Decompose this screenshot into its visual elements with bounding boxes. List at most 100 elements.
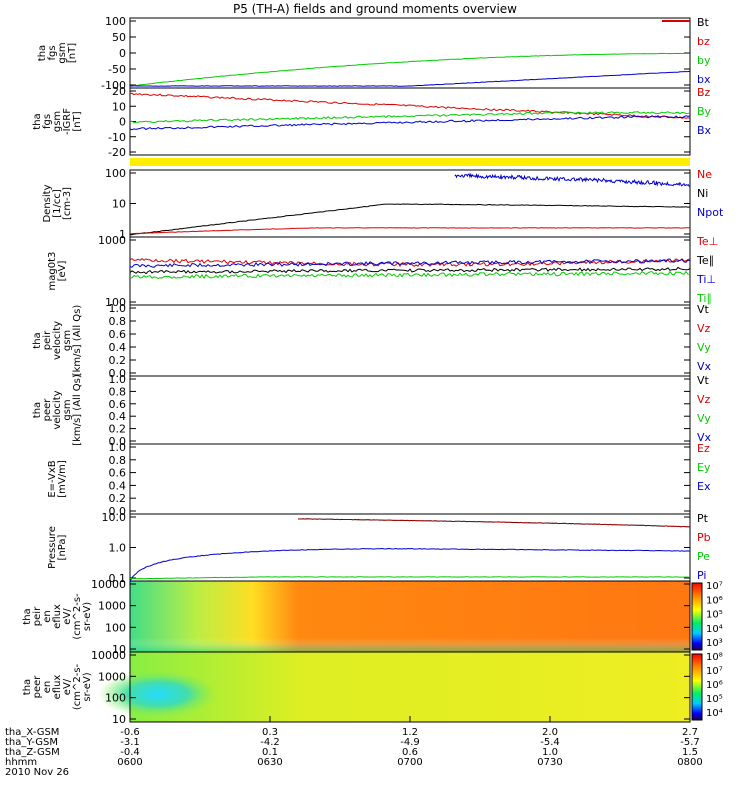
legend-entry: Vy: [697, 412, 711, 425]
y-tick-label: 0.0: [109, 435, 127, 448]
panel-frame-4: [129, 236, 691, 306]
colorbar-label: 10⁴: [706, 624, 723, 635]
y-axis-label: tha: [37, 45, 48, 61]
y-tick-label: 10: [112, 643, 126, 656]
y-tick-label: 0.2: [109, 354, 127, 367]
y-axis-label: tha: [22, 679, 33, 695]
series-Pb: [297, 518, 691, 528]
y-tick-label: 0.4: [109, 341, 127, 354]
series-Pe: [129, 576, 690, 580]
legend-entry: Pt: [697, 512, 709, 525]
x-tick-label: -0.6: [120, 727, 140, 738]
y-tick-label: 1.0: [109, 542, 127, 555]
y-tick-label: 10.0: [102, 511, 127, 524]
y-axis-label: [km/s] (All Qs): [72, 374, 83, 446]
legend-entry: Vx: [697, 360, 712, 373]
legend-entry: Ni: [697, 187, 708, 200]
legend-entry: Vy: [697, 341, 711, 354]
y-tick-label: 100: [105, 692, 126, 705]
x-tick-label: 0.6: [402, 747, 418, 758]
colorbar-label: 10⁶: [706, 595, 723, 606]
legend-entry: by: [697, 54, 711, 67]
electron-spectrogram-hot-spot: [98, 670, 218, 718]
y-axis-label: gsm: [62, 399, 73, 420]
series-by: [129, 52, 691, 87]
legend-entry: Bz: [697, 86, 711, 99]
panel-frame-7: [129, 443, 691, 515]
legend-entry: Bt: [697, 16, 710, 29]
x-axis-row-label: tha_Y-GSM: [5, 737, 58, 748]
y-axis-label: sr-eV): [82, 672, 93, 701]
y-axis-label: peer: [42, 398, 53, 422]
colorbar-label: 10⁷: [706, 581, 723, 592]
y-tick-label: 0.8: [109, 454, 127, 467]
y-axis-label: gsm: [62, 330, 73, 351]
x-tick-label: 2.0: [542, 727, 558, 738]
y-axis-label: sr-eV): [82, 602, 93, 631]
series-Bx: [129, 115, 691, 131]
y-tick-label: 0.0: [109, 505, 127, 518]
x-tick-label: -5.7: [680, 737, 700, 748]
y-axis-label: [nPa]: [57, 534, 68, 560]
y-tick-label: 0.2: [109, 492, 127, 505]
legend-entry: Ey: [697, 461, 711, 474]
y-tick-label: -10: [108, 131, 126, 144]
x-tick-label: -4.9: [400, 737, 420, 748]
y-axis-label: [1/cc]: [52, 189, 63, 218]
y-axis-label: [eV]: [57, 261, 68, 282]
y-axis-label: velocity: [52, 321, 63, 360]
y-axis-label: [cm-3]: [62, 187, 73, 220]
y-tick-label: 0: [119, 116, 126, 129]
y-axis-label: gsm: [57, 42, 68, 63]
y-tick-label: 0.6: [109, 328, 127, 341]
series-Te-perp: [129, 257, 691, 268]
y-tick-label: 0.0: [109, 367, 127, 380]
y-axis-label: [nT]: [67, 43, 78, 63]
colorbar-label: 10³: [706, 638, 723, 649]
y-tick-label: 100: [105, 296, 126, 309]
x-axis-row-label: hhmm: [5, 757, 37, 768]
x-tick-label: 1.2: [402, 727, 418, 738]
series-Ne: [129, 227, 691, 235]
y-tick-label: 10000: [91, 578, 126, 591]
y-tick-label: -20: [108, 146, 126, 159]
series-Ti-par: [129, 270, 691, 280]
legend-entry: Vt: [697, 374, 710, 387]
y-axis-label: Pressure: [47, 526, 58, 569]
legend-entry: bx: [697, 73, 711, 86]
x-tick-label: 0630: [257, 757, 282, 768]
y-tick-label: 0.6: [109, 467, 127, 480]
legend-entry: Vt: [697, 303, 710, 316]
legend-entry: Bx: [697, 124, 712, 137]
colorbar-9: [691, 582, 703, 651]
y-axis-label: gsm: [52, 111, 63, 132]
legend-entry: Vz: [697, 393, 711, 406]
x-tick-label: -4.2: [260, 737, 280, 748]
date-label: 2010 Nov 26: [5, 767, 69, 778]
panel-frame-6: [129, 375, 691, 445]
legend-entry: Pe: [697, 550, 710, 563]
legend-entry: Pb: [697, 531, 711, 544]
y-axis-label: tha: [32, 402, 43, 418]
legend-entry: bz: [697, 35, 710, 48]
y-tick-label: 100: [105, 167, 126, 180]
x-tick-label: -3.1: [120, 737, 140, 748]
y-tick-label: 0.6: [109, 398, 127, 411]
y-axis-label: fgs: [47, 45, 58, 60]
panel-frame-3: [129, 169, 691, 238]
series-By: [129, 111, 691, 124]
y-tick-label: 100: [105, 621, 126, 634]
series-Pi: [129, 547, 691, 582]
y-tick-label: 50: [112, 31, 126, 44]
y-tick-label: 0.1: [109, 572, 127, 585]
y-axis-label: [mV/m]: [57, 460, 68, 498]
y-axis-label: Density: [42, 184, 53, 222]
legend-entry: Vz: [697, 322, 711, 335]
y-tick-label: -100: [101, 79, 126, 92]
x-tick-label: 1.5: [682, 747, 698, 758]
panel-frame-2: [129, 87, 691, 156]
y-axis-label: peer: [32, 675, 43, 699]
colorbar-label: 10⁷: [706, 666, 723, 677]
y-axis-label: [km/s] (All Qs): [72, 305, 83, 377]
